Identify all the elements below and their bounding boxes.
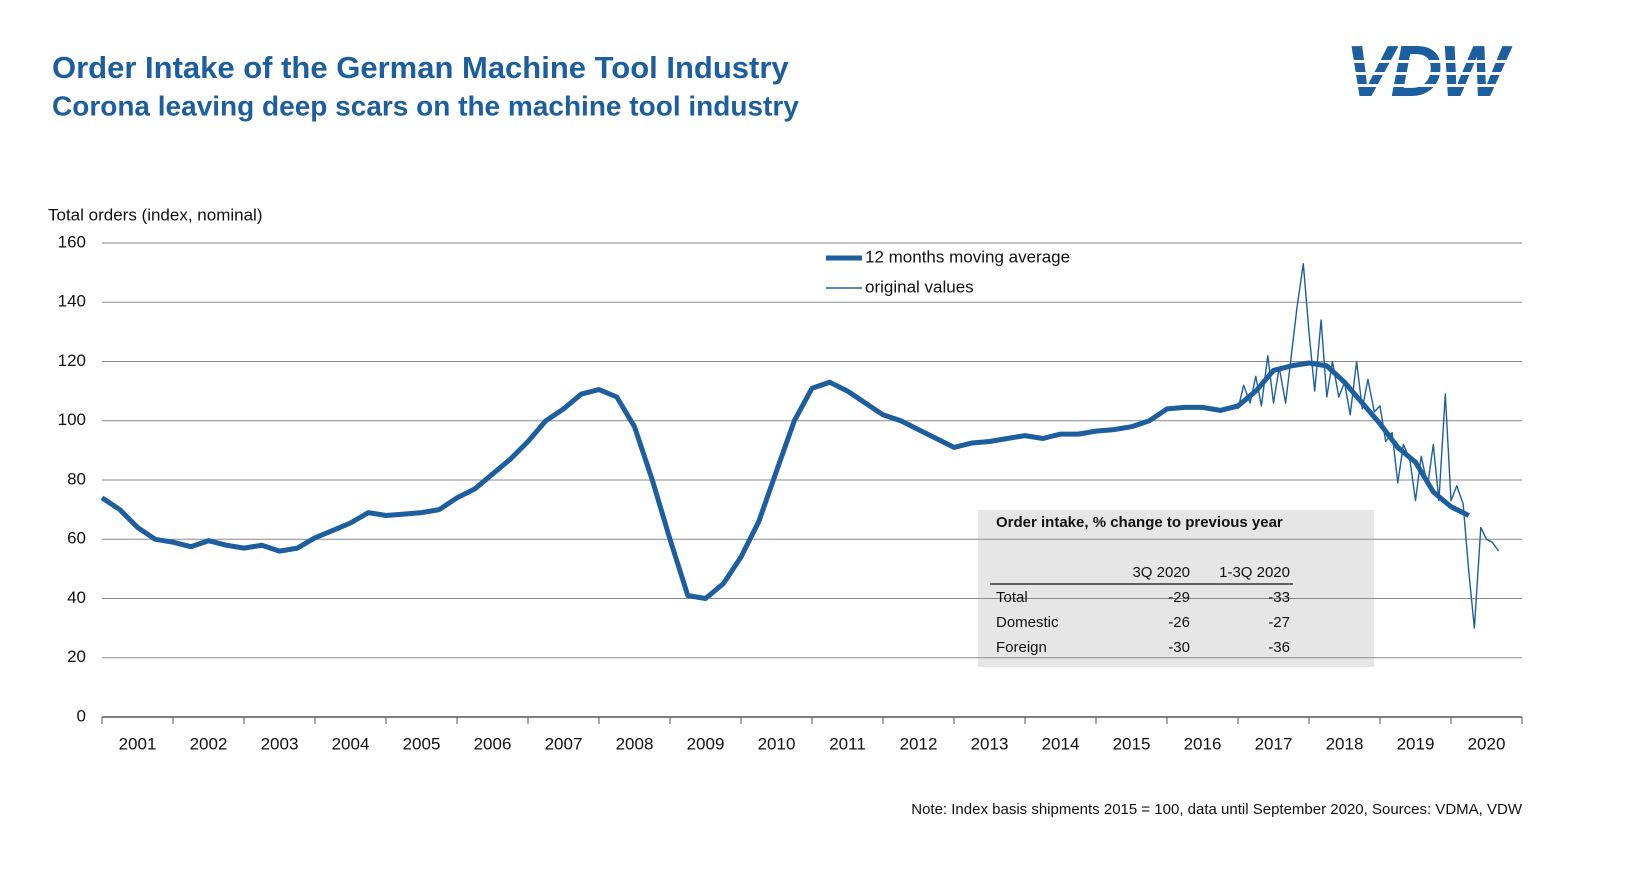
x-tick-label: 2018 [1326,734,1364,753]
x-tick-label: 2004 [332,734,370,753]
table-cell: -27 [1268,614,1290,631]
x-tick-label: 2005 [403,734,441,753]
series-line [100,360,1470,601]
x-tick-label: 2003 [261,734,299,753]
table-cell: -30 [1168,639,1190,656]
y-axis-label: Total orders (index, nominal) [48,205,262,224]
x-tick-label: 2010 [758,734,796,753]
x-tick-label: 2001 [119,734,157,753]
y-tick-label: 20 [67,647,86,666]
table-cell: -29 [1168,589,1190,606]
x-tick-label: 2015 [1113,734,1151,753]
x-tick-label: 2006 [474,734,512,753]
y-tick-label: 60 [67,529,86,548]
legend-label: 12 months moving average [865,247,1070,266]
x-tick-label: 2009 [687,734,725,753]
legend-label: original values [865,277,974,296]
x-tick-label: 2020 [1468,734,1506,753]
y-tick-label: 100 [58,410,86,429]
note: Note: Index basis shipments 2015 = 100, … [911,801,1523,818]
x-tick-label: 2012 [900,734,938,753]
chart-subtitle: Corona leaving deep scars on the machine… [52,90,799,121]
table-cell: -36 [1268,639,1290,656]
x-tick-label: 2002 [190,734,228,753]
x-tick-label: 2008 [616,734,654,753]
table-header: 3Q 2020 [1132,564,1190,581]
x-tick-label: 2013 [971,734,1009,753]
x-tick-label: 2007 [545,734,583,753]
y-tick-label: 120 [58,351,86,370]
logo-stripes [1325,60,1535,87]
x-tick-label: 2016 [1184,734,1222,753]
series-line [1237,263,1500,629]
x-tick-label: 2017 [1255,734,1293,753]
table-row-label: Domestic [996,614,1059,631]
table-header: 1-3Q 2020 [1219,564,1290,581]
x-tick-label: 2011 [829,734,866,753]
table-box [978,510,1374,667]
chart-title: Order Intake of the German Machine Tool … [52,50,789,85]
y-tick-label: 0 [77,706,86,725]
y-tick-label: 140 [58,292,86,311]
y-tick-label: 160 [58,232,86,251]
table-row-label: Total [996,589,1028,606]
table-cell: -33 [1268,589,1290,606]
table-cell: -26 [1168,614,1190,631]
y-tick-label: 40 [67,588,86,607]
x-tick-label: 2019 [1397,734,1435,753]
table-title: Order intake, % change to previous year [996,514,1283,531]
x-tick-label: 2014 [1042,734,1080,753]
y-tick-label: 80 [67,469,86,488]
table-row-label: Foreign [996,639,1047,656]
